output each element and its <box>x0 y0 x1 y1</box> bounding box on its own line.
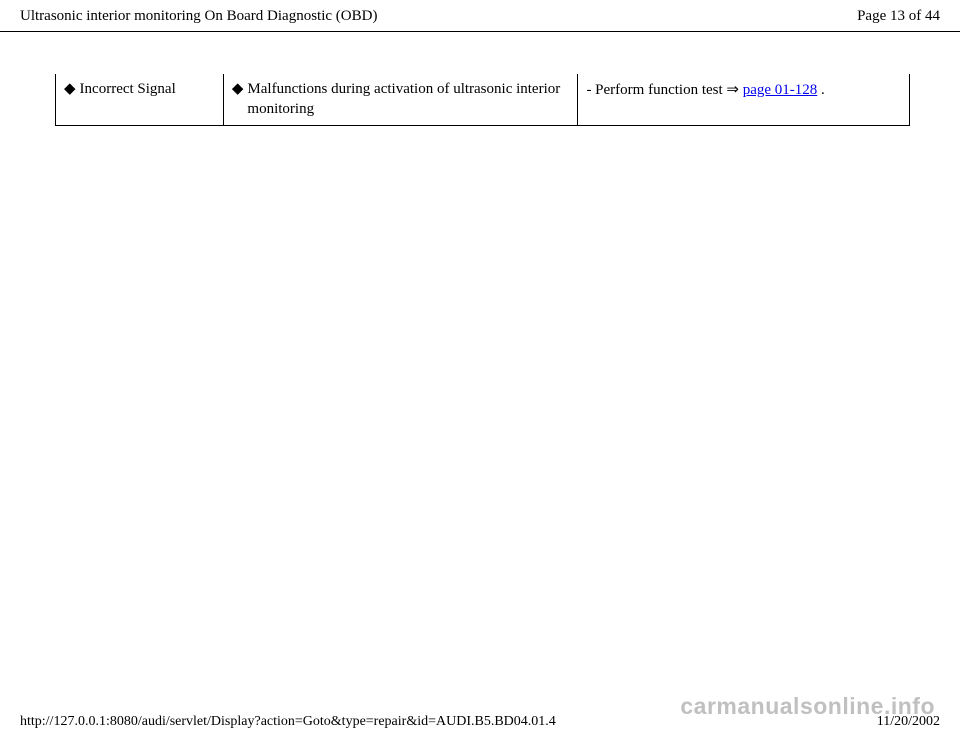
arrow-icon: ⇒ <box>726 81 739 98</box>
header-title: Ultrasonic interior monitoring On Board … <box>20 8 377 25</box>
page-header: Ultrasonic interior monitoring On Board … <box>0 0 960 32</box>
cell-fault: ◆ Incorrect Signal <box>56 74 224 126</box>
content-area: ◆ Incorrect Signal ◆ Malfunctions during… <box>0 32 960 126</box>
diamond-bullet-icon: ◆ <box>64 80 76 100</box>
page-indicator: Page 13 of 44 <box>857 8 940 25</box>
description-text: Malfunctions during activation of ultras… <box>247 80 569 119</box>
footer-date: 11/20/2002 <box>877 714 940 730</box>
cell-description: ◆ Malfunctions during activation of ultr… <box>223 74 578 126</box>
diagnostic-table: ◆ Incorrect Signal ◆ Malfunctions during… <box>55 74 910 126</box>
cell-action: - Perform function test ⇒ page 01-128 . <box>578 74 910 126</box>
action-prefix: - Perform function test <box>586 82 726 98</box>
action-suffix: . <box>817 82 825 98</box>
table-row: ◆ Incorrect Signal ◆ Malfunctions during… <box>56 74 910 126</box>
fault-text: Incorrect Signal <box>80 80 215 100</box>
diamond-bullet-icon: ◆ <box>232 80 244 100</box>
page-footer: http://127.0.0.1:8080/audi/servlet/Displ… <box>0 714 960 730</box>
page-link[interactable]: page 01-128 <box>743 82 818 98</box>
footer-url: http://127.0.0.1:8080/audi/servlet/Displ… <box>20 714 556 730</box>
